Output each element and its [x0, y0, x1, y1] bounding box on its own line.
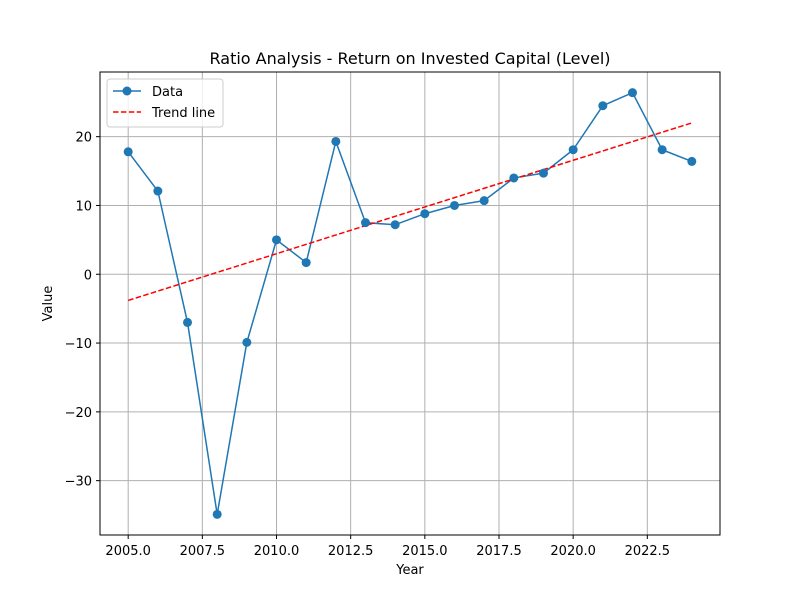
data-point	[361, 218, 371, 228]
data-point	[212, 509, 222, 519]
legend-marker-data	[122, 86, 132, 96]
x-tick-label: 2010.0	[254, 544, 300, 559]
x-axis-label: Year	[395, 563, 424, 578]
ticks: 2005.0 2007.5 2010.0 2012.5 2015.0 2017.5 2020…	[65, 131, 671, 559]
x-tick-label: 2005.0	[105, 544, 151, 559]
trend-line	[127, 122, 693, 302]
data-point	[479, 196, 489, 206]
x-tick-label: 2017.5	[476, 544, 522, 559]
data-point	[331, 136, 341, 146]
legend: Data Trend line	[106, 78, 224, 128]
data-point	[657, 145, 667, 155]
data-point	[627, 88, 637, 98]
y-tick-label: −30	[65, 475, 92, 490]
data-point	[153, 186, 163, 196]
data-point	[538, 168, 548, 178]
data-point	[687, 156, 697, 166]
y-tick-label: 10	[75, 199, 92, 214]
x-tick-label: 2007.5	[180, 544, 226, 559]
data-point	[183, 317, 193, 327]
x-tick-label: 2020.0	[550, 544, 596, 559]
x-tick-label: 2022.5	[625, 544, 671, 559]
data-point	[242, 337, 252, 347]
data-point	[272, 235, 282, 245]
data-point	[509, 173, 519, 183]
legend-label-trend: Trend line	[151, 106, 215, 121]
x-tick-label: 2012.5	[328, 544, 374, 559]
data-point	[420, 209, 430, 219]
y-tick-label: −20	[65, 406, 92, 421]
x-tick-label: 2015.0	[402, 544, 448, 559]
data-point	[390, 220, 400, 230]
legend-label-data: Data	[152, 85, 183, 100]
data-point	[449, 200, 459, 210]
data-point	[123, 147, 133, 157]
y-tick-label: 0	[84, 268, 92, 283]
chart-title: Ratio Analysis - Return on Invested Capi…	[210, 49, 611, 68]
series-line-data	[127, 91, 693, 516]
data-point	[568, 145, 578, 155]
plot-area	[123, 88, 697, 519]
data-point	[598, 101, 608, 111]
y-tick-label: 20	[75, 131, 92, 146]
data-point	[301, 258, 311, 268]
y-tick-label: −10	[65, 337, 92, 352]
grid	[100, 72, 720, 535]
y-axis-label: Value	[41, 286, 56, 322]
axes-frame	[99, 71, 721, 536]
